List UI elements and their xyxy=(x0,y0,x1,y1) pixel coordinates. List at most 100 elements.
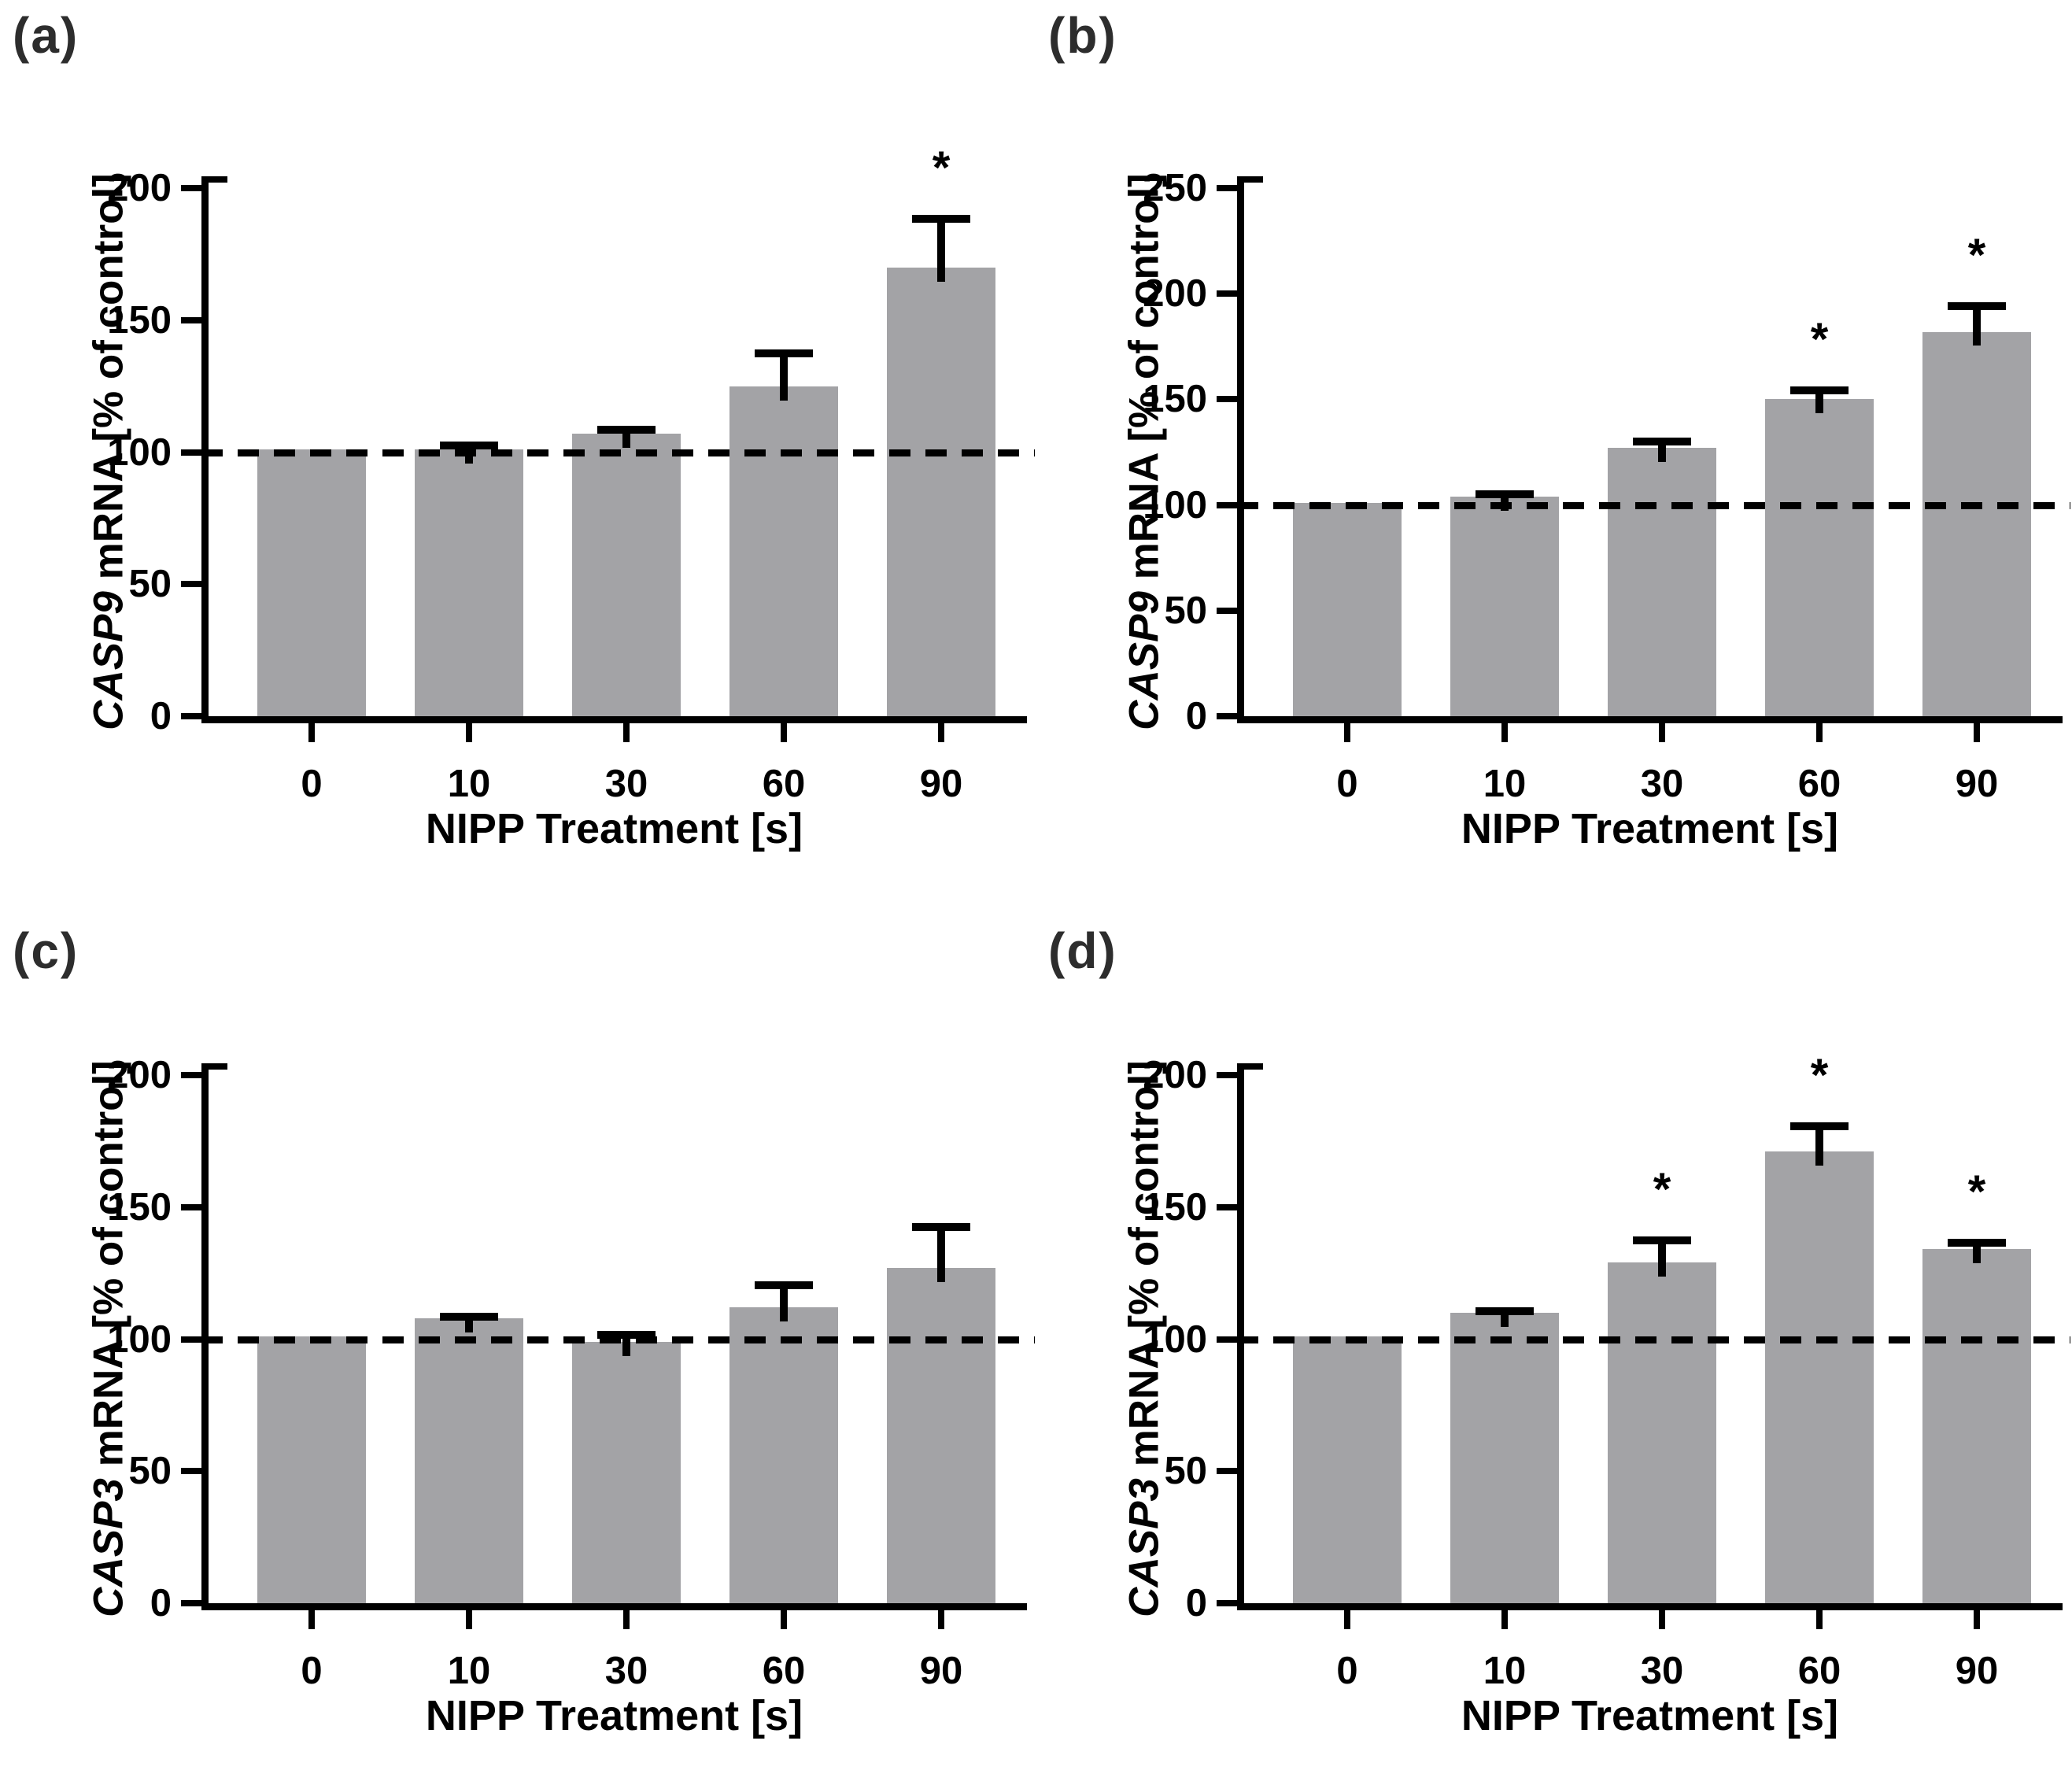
y-axis-top-tick xyxy=(1244,176,1263,183)
y-tick-label: 50 xyxy=(1164,589,1207,632)
y-axis-title-rest: mRNA [% of control] xyxy=(85,173,132,592)
y-tick-mark xyxy=(181,713,201,719)
y-tick-label: 100 xyxy=(1143,1318,1207,1361)
y-tick-mark xyxy=(1217,501,1237,508)
x-tick-label: 90 xyxy=(919,763,963,805)
y-tick-label: 200 xyxy=(107,167,172,209)
error-bar-stem xyxy=(622,425,630,448)
y-tick-mark xyxy=(1217,713,1237,719)
bar-0s xyxy=(1293,1336,1402,1603)
x-tick-mark xyxy=(1974,723,1980,742)
x-tick-label: 0 xyxy=(301,1650,323,1692)
significance-asterisk: * xyxy=(1967,1166,1986,1218)
error-bar-stem xyxy=(622,1331,630,1356)
error-bar-stem xyxy=(1658,1236,1666,1277)
baseline-dashed-line xyxy=(201,1336,1035,1343)
y-tick-label: 50 xyxy=(1164,1450,1207,1493)
error-bar-cap xyxy=(755,349,813,357)
x-tick-mark xyxy=(466,723,472,742)
x-tick-label: 0 xyxy=(1336,763,1358,805)
y-tick-label: 0 xyxy=(150,695,172,737)
y-tick-label: 100 xyxy=(107,1318,172,1361)
x-tick-mark xyxy=(623,1610,630,1629)
error-bar-cap xyxy=(1790,1122,1849,1131)
x-tick-label: 10 xyxy=(1483,763,1527,805)
y-tick-label: 150 xyxy=(107,1185,172,1229)
error-bar-stem xyxy=(1501,490,1509,511)
significance-asterisk: * xyxy=(1967,229,1986,281)
x-axis-title: NIPP Treatment [s] xyxy=(1461,805,1839,852)
bar-90s xyxy=(887,267,995,716)
x-tick-mark xyxy=(781,723,787,742)
y-tick-mark xyxy=(1217,607,1237,614)
y-tick-label: 200 xyxy=(107,1054,172,1096)
y-axis-top-tick xyxy=(1244,1063,1263,1070)
bar-60s xyxy=(729,386,838,716)
y-tick-mark xyxy=(181,1600,201,1606)
significance-asterisk: * xyxy=(1810,1050,1829,1102)
y-tick-mark xyxy=(181,185,201,191)
y-tick-mark xyxy=(1217,1468,1237,1475)
bar-0s xyxy=(1293,502,1402,716)
x-tick-mark xyxy=(1816,1610,1823,1629)
y-tick-mark xyxy=(181,581,201,588)
y-axis-top-tick xyxy=(209,1063,227,1070)
y-tick-label: 0 xyxy=(150,1582,172,1624)
x-tick-mark xyxy=(781,1610,787,1629)
y-tick-mark xyxy=(181,449,201,456)
error-bar-cap xyxy=(912,214,970,223)
x-tick-label: 60 xyxy=(1797,1650,1841,1692)
y-tick-label: 50 xyxy=(128,563,172,606)
bar-30s xyxy=(572,1341,681,1603)
error-bar-cap xyxy=(440,442,498,450)
y-tick-mark xyxy=(181,1468,201,1475)
y-tick-mark xyxy=(181,1203,201,1210)
x-axis-title: NIPP Treatment [s] xyxy=(1461,1692,1839,1739)
x-tick-label: 30 xyxy=(1640,1650,1684,1692)
y-tick-mark xyxy=(1217,185,1237,191)
error-bar-stem xyxy=(465,442,473,464)
baseline-dashed-line xyxy=(201,449,1035,456)
panel-c: (c) CASP3 mRNA [% of control] NIPP Treat… xyxy=(0,887,1036,1774)
y-tick-mark xyxy=(1217,290,1237,298)
error-bar-cap xyxy=(440,1312,498,1321)
error-bar-cap xyxy=(1633,1236,1691,1244)
y-tick-label: 50 xyxy=(128,1450,172,1493)
bar-60s xyxy=(1765,1151,1874,1603)
x-tick-mark xyxy=(1659,1610,1665,1629)
y-axis-title: CASP9 mRNA [% of control] xyxy=(1121,173,1169,730)
x-tick-label: 60 xyxy=(762,763,806,805)
panel-d: (d) CASP3 mRNA [% of control] NIPP Treat… xyxy=(1036,887,2071,1774)
x-tick-label: 60 xyxy=(762,1650,806,1692)
error-bar-stem xyxy=(1973,1239,1981,1264)
error-bar-stem xyxy=(1658,437,1666,463)
bar-90s xyxy=(1922,331,2031,716)
error-bar-cap xyxy=(597,425,656,434)
panel-label: (c) xyxy=(13,922,79,979)
x-tick-mark xyxy=(938,723,944,742)
y-tick-label: 0 xyxy=(1185,1582,1207,1624)
error-bar-stem xyxy=(937,214,945,282)
y-tick-label: 250 xyxy=(1143,167,1207,209)
baseline-dashed-line xyxy=(1237,1336,2070,1343)
error-bar-stem xyxy=(1973,301,1981,346)
y-axis-top-tick xyxy=(209,176,227,183)
bar-30s xyxy=(572,434,681,716)
bar-30s xyxy=(1608,448,1716,716)
bar-10s xyxy=(1450,1312,1559,1603)
x-tick-label: 10 xyxy=(447,1650,491,1692)
x-tick-mark xyxy=(1974,1610,1980,1629)
y-tick-mark xyxy=(1217,1600,1237,1606)
error-bar-stem xyxy=(780,1281,788,1322)
x-tick-mark xyxy=(938,1610,944,1629)
error-bar-cap xyxy=(597,1331,656,1340)
y-tick-mark xyxy=(181,1336,201,1343)
significance-asterisk: * xyxy=(932,142,951,194)
bar-10s xyxy=(415,449,523,716)
x-tick-mark xyxy=(308,1610,315,1629)
x-tick-label: 30 xyxy=(604,1650,648,1692)
y-axis-title-rest: mRNA [% of control] xyxy=(85,1060,132,1479)
x-tick-mark xyxy=(1501,1610,1508,1629)
error-bar-stem xyxy=(1501,1307,1509,1327)
